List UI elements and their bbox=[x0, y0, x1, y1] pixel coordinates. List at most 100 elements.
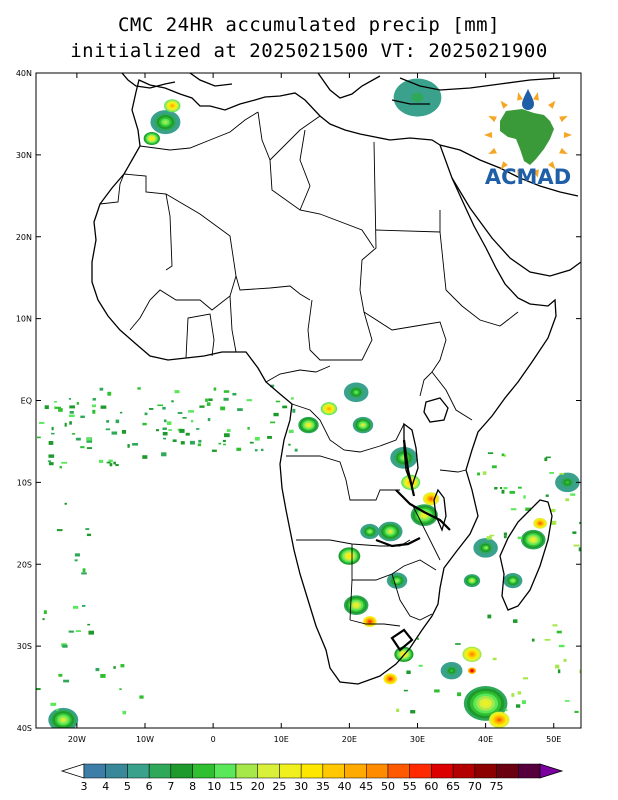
coastlines bbox=[91, 73, 581, 685]
precip-speck bbox=[501, 453, 505, 457]
precip-speck bbox=[211, 449, 217, 452]
precip-speck bbox=[223, 397, 229, 401]
precip-speck bbox=[544, 457, 548, 462]
colorbar-label: 65 bbox=[446, 780, 460, 793]
precip-speck bbox=[222, 439, 226, 442]
border bbox=[265, 365, 331, 383]
precip-cell bbox=[368, 530, 372, 533]
map-title-line1: CMC 24HR accumulated precip [mm] bbox=[117, 14, 501, 36]
precip-cell bbox=[354, 390, 358, 394]
precip-speck bbox=[88, 630, 95, 635]
precip-speck bbox=[69, 421, 72, 425]
precip-speck bbox=[503, 487, 508, 490]
lon-tick-label: 50E bbox=[546, 735, 561, 744]
colorbar-label: 8 bbox=[189, 780, 196, 793]
precip-speck bbox=[55, 406, 62, 409]
colorbar-swatch bbox=[83, 763, 106, 779]
precip-speck bbox=[113, 666, 116, 669]
sun-ray bbox=[488, 147, 497, 155]
precip-speck bbox=[166, 421, 172, 425]
sun-ray bbox=[564, 132, 572, 138]
precip-cell bbox=[307, 423, 310, 427]
precip-speck bbox=[108, 459, 113, 463]
precip-speck bbox=[168, 429, 173, 431]
colorbar-swatch bbox=[387, 763, 410, 779]
precip-cell bbox=[171, 104, 174, 107]
precip-speck bbox=[223, 390, 230, 393]
colorbar-label: 40 bbox=[338, 780, 352, 793]
precip-speck bbox=[236, 447, 242, 451]
precip-cell bbox=[470, 579, 474, 582]
precip-speck bbox=[518, 486, 522, 489]
lon-tick-label: 30E bbox=[410, 735, 425, 744]
precip-speck bbox=[254, 449, 258, 452]
precip-speck bbox=[485, 546, 488, 550]
precip-speck bbox=[457, 692, 462, 697]
lat-tick-label: 10N bbox=[16, 315, 32, 324]
precip-cell bbox=[470, 653, 474, 656]
border bbox=[439, 469, 467, 473]
precip-speck bbox=[208, 398, 213, 402]
africa-map-icon bbox=[500, 109, 554, 165]
precip-speck bbox=[177, 412, 183, 414]
precip-speck bbox=[545, 456, 551, 459]
lat-tick-label: 30S bbox=[17, 642, 32, 651]
precip-speck bbox=[205, 398, 208, 402]
precip-speck bbox=[56, 529, 63, 532]
border bbox=[99, 173, 125, 205]
precip-cell bbox=[482, 700, 489, 706]
precip-speck bbox=[42, 618, 45, 621]
precip-speck bbox=[163, 419, 167, 423]
precip-speck bbox=[106, 461, 111, 464]
precip-speck bbox=[69, 405, 75, 409]
precip-speck bbox=[157, 404, 164, 407]
colorbar-label: 6 bbox=[146, 780, 153, 793]
precip-speck bbox=[396, 708, 400, 713]
precip-speck bbox=[565, 498, 570, 502]
lat-tick-label: 40N bbox=[16, 69, 32, 78]
precip-speck bbox=[510, 508, 517, 511]
colorbar-swatch bbox=[257, 763, 280, 779]
sun-ray bbox=[517, 92, 523, 101]
colorbar-label: 15 bbox=[229, 780, 243, 793]
precip-speck bbox=[197, 443, 202, 447]
precip-speck bbox=[559, 472, 565, 475]
precip-speck bbox=[80, 446, 85, 449]
precip-speck bbox=[523, 677, 529, 680]
precip-speck bbox=[288, 429, 294, 434]
precip-speck bbox=[105, 428, 111, 431]
precip-speck bbox=[149, 408, 154, 410]
precip-speck bbox=[487, 452, 494, 455]
acmad-logo: ACMAD bbox=[484, 89, 572, 189]
precip-speck bbox=[199, 405, 205, 408]
border bbox=[286, 455, 400, 501]
country-borders bbox=[99, 111, 519, 627]
border bbox=[291, 403, 405, 453]
sun-ray bbox=[488, 115, 497, 123]
precip-speck bbox=[213, 387, 217, 391]
sun-ray bbox=[548, 100, 556, 109]
precip-speck bbox=[68, 397, 72, 400]
precip-speck bbox=[107, 391, 112, 396]
precip-speck bbox=[288, 443, 291, 446]
lat-tick-label: 30N bbox=[16, 151, 32, 160]
precip-speck bbox=[551, 520, 555, 525]
precip-cell bbox=[61, 718, 66, 722]
precip-speck bbox=[171, 400, 174, 403]
precip-speck bbox=[180, 441, 185, 445]
precip-speck bbox=[74, 553, 80, 557]
precip-speck bbox=[132, 443, 139, 446]
precip-speck bbox=[162, 406, 166, 410]
sun-ray bbox=[548, 161, 556, 170]
precip-speck bbox=[254, 436, 260, 441]
precip-speck bbox=[82, 604, 86, 607]
colorbar-swatch bbox=[322, 763, 345, 779]
precip-cell bbox=[449, 669, 454, 673]
border bbox=[349, 619, 401, 627]
precip-speck bbox=[139, 695, 144, 699]
sun-ray bbox=[533, 92, 539, 101]
zambezi-outline bbox=[395, 439, 451, 531]
precip-speck bbox=[142, 422, 147, 426]
precip-speck bbox=[39, 422, 45, 424]
precip-speck bbox=[163, 437, 167, 440]
